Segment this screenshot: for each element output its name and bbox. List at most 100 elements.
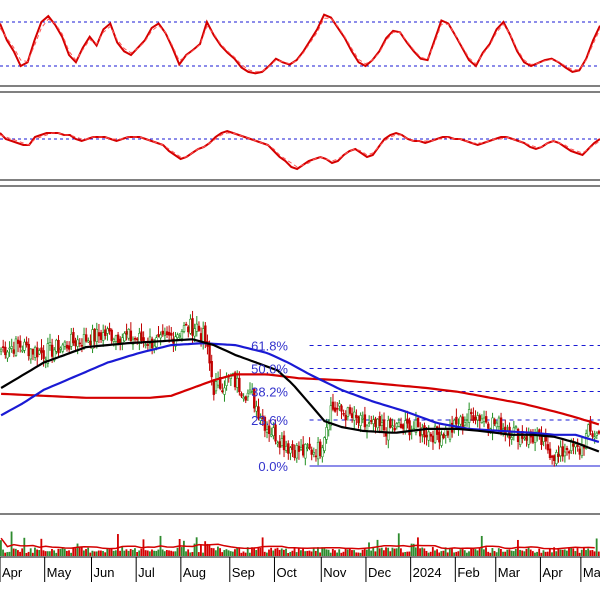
- volume-bar: [42, 550, 45, 556]
- candle-body: [127, 329, 130, 339]
- ma-medium-line: [0, 342, 600, 443]
- candle-body: [123, 333, 126, 342]
- candle-body: [304, 444, 307, 459]
- volume-bar: [291, 550, 294, 556]
- candle-body: [299, 447, 303, 451]
- candle-body: [265, 429, 269, 433]
- candle-body: [280, 438, 284, 446]
- volume-bar: [391, 547, 394, 556]
- volume-bar: [221, 552, 224, 556]
- volume-bar: [257, 547, 260, 556]
- volume-bar: [72, 548, 75, 556]
- candle-body: [93, 328, 96, 342]
- volume-bar: [406, 551, 409, 556]
- candle-body: [104, 329, 107, 336]
- candle-body: [327, 423, 330, 431]
- volume-bar: [25, 552, 28, 556]
- candle-body: [89, 340, 92, 346]
- volume-bar: [134, 548, 136, 556]
- candle-body: [76, 339, 79, 347]
- candle-body: [4, 346, 7, 356]
- volume-bar: [80, 547, 83, 556]
- candle-body: [193, 328, 196, 337]
- candle-body: [289, 447, 292, 454]
- candle-body: [253, 388, 256, 409]
- candle-body: [525, 435, 528, 441]
- volume-bar: [421, 547, 424, 556]
- candle-body: [433, 425, 437, 443]
- volume-bar: [446, 552, 449, 556]
- volume-bar: [65, 550, 68, 556]
- volume-bar: [459, 549, 462, 556]
- candle-body: [233, 372, 237, 388]
- volume-bar: [57, 548, 60, 556]
- volume-bar: [297, 548, 300, 556]
- volume-bar: [338, 549, 341, 556]
- volume-bar: [34, 547, 36, 556]
- volume-bar: [242, 551, 245, 556]
- candle-body: [370, 420, 373, 422]
- volume-bar: [363, 547, 366, 556]
- candle-body: [184, 323, 188, 326]
- candle-body: [395, 423, 399, 428]
- volume-bar: [474, 549, 477, 556]
- volume-bar: [95, 551, 98, 556]
- candle-body: [323, 437, 326, 451]
- candle-body: [110, 329, 113, 341]
- volume-bar: [389, 551, 392, 556]
- volume-bar: [127, 550, 130, 556]
- candle-body: [157, 334, 160, 337]
- volume-bar: [189, 552, 192, 556]
- candle-body: [510, 437, 513, 440]
- volume-bar: [312, 548, 315, 556]
- volume-bar: [74, 548, 77, 556]
- volume-bar: [248, 552, 251, 556]
- candle-body: [429, 433, 433, 437]
- volume-bar: [204, 541, 207, 556]
- volume-bar: [465, 552, 468, 556]
- volume-bar: [589, 550, 592, 556]
- volume-bar: [304, 551, 307, 556]
- candle-body: [423, 425, 426, 438]
- volume-bar: [448, 548, 451, 556]
- volume-bar: [455, 551, 458, 556]
- volume-bar: [61, 547, 64, 556]
- volume-bar: [229, 551, 232, 556]
- candle-body: [116, 334, 120, 343]
- volume-bar: [491, 548, 494, 556]
- volume-bar: [402, 552, 404, 556]
- volume-bar: [323, 548, 326, 556]
- candle-body: [267, 425, 271, 434]
- candle-body: [329, 405, 333, 427]
- candle-body: [546, 444, 550, 451]
- candle-body: [357, 416, 360, 424]
- candle-body: [170, 332, 173, 336]
- volume-bar: [10, 531, 13, 556]
- candle-body: [321, 447, 324, 458]
- candle-body: [246, 392, 250, 398]
- volume-bar: [17, 550, 19, 556]
- volume-bar: [117, 534, 119, 556]
- volume-bar: [70, 552, 73, 556]
- candle-body: [331, 401, 335, 410]
- candle-body: [38, 350, 41, 355]
- candle-body: [223, 387, 226, 395]
- volume-bar: [434, 550, 436, 556]
- volume-bar: [534, 552, 536, 556]
- candle-body: [87, 340, 90, 343]
- volume-bar: [508, 549, 511, 556]
- candle-body: [587, 424, 590, 437]
- volume-bar: [380, 547, 383, 556]
- volume-bar: [165, 550, 168, 556]
- volume-bar: [346, 549, 349, 556]
- volume-bar: [238, 547, 241, 556]
- candle-body: [270, 434, 273, 437]
- candle-body: [16, 339, 20, 344]
- volume-bar: [548, 548, 551, 556]
- candle-body: [523, 437, 526, 440]
- candle-body: [563, 451, 567, 457]
- candle-body: [578, 448, 581, 455]
- volume-bar: [425, 550, 428, 556]
- volume-bar: [540, 552, 543, 556]
